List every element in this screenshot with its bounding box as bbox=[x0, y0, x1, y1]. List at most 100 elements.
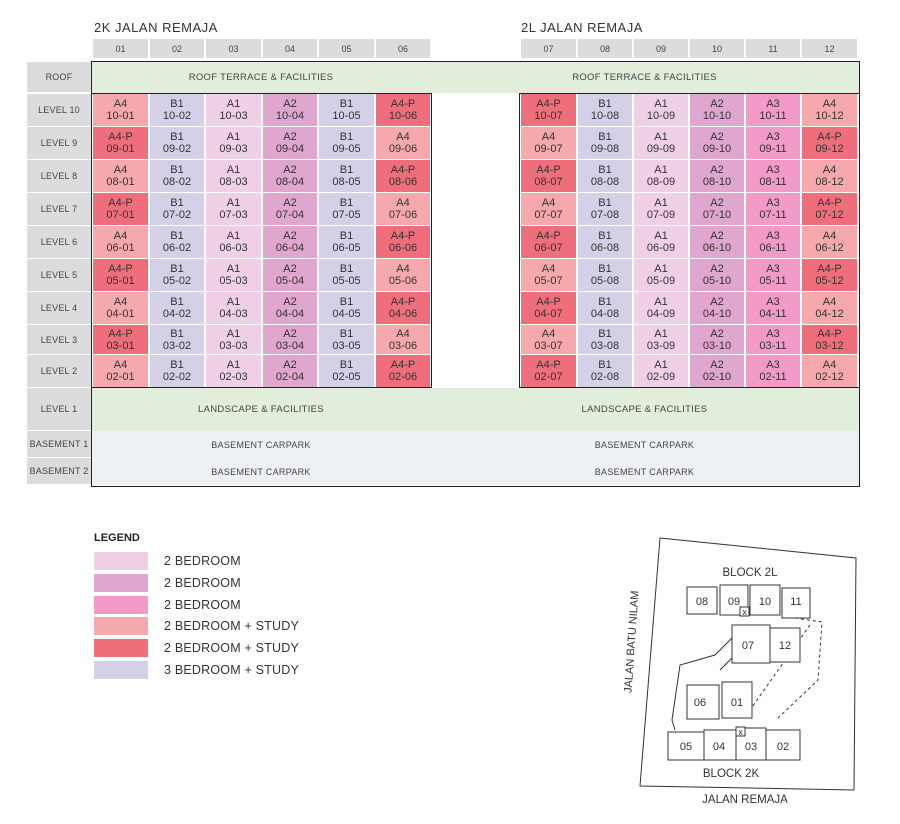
column-header-11: 11 bbox=[746, 39, 800, 58]
unit-type: A2 bbox=[283, 197, 297, 209]
unit-type: A1 bbox=[654, 327, 668, 340]
unit-number: 10-02 bbox=[162, 110, 192, 122]
unit-number: 06-07 bbox=[534, 242, 563, 254]
unit-cell-05-08: B1 05-08 bbox=[578, 259, 632, 291]
unit-number: 09-05 bbox=[332, 143, 361, 155]
unit-cell-03-01: A4-P 03-01 bbox=[93, 325, 148, 354]
unit-type: A3 bbox=[766, 359, 780, 371]
unit-type: B1 bbox=[598, 131, 612, 143]
unit-type: B1 bbox=[339, 359, 354, 371]
unit-type: A1 bbox=[654, 263, 668, 275]
level1-band-2l-label: LANDSCAPE & FACILITIES bbox=[581, 404, 708, 415]
unit-cell-03-12: A4-P 03-12 bbox=[802, 325, 857, 354]
unit-number: 10-08 bbox=[590, 110, 620, 122]
unit-type: B1 bbox=[170, 359, 184, 371]
unit-type: B1 bbox=[170, 131, 184, 143]
keyplan-unit-07: 07 bbox=[742, 640, 754, 652]
unit-number: 02-05 bbox=[332, 371, 361, 383]
unit-number: 06-11 bbox=[759, 242, 787, 254]
unit-number: 04-11 bbox=[759, 308, 787, 320]
keyplan-block-2l-label: BLOCK 2L bbox=[723, 567, 779, 579]
unit-number: 03-09 bbox=[646, 339, 676, 352]
unit-cell-04-10: A2 04-10 bbox=[690, 292, 744, 324]
keyplan-unit-08: 08 bbox=[696, 596, 708, 608]
unit-number: 02-11 bbox=[759, 371, 787, 383]
legend-label-a4: 2 BEDROOM + STUDY bbox=[164, 619, 300, 633]
unit-number: 09-01 bbox=[106, 143, 135, 155]
unit-cell-05-11: A3 05-11 bbox=[746, 259, 800, 291]
unit-number: 08-09 bbox=[646, 176, 676, 188]
unit-number: 10-12 bbox=[815, 110, 844, 122]
row-label-level-4: LEVEL 4 bbox=[27, 292, 91, 324]
unit-type: A1 bbox=[654, 296, 668, 308]
unit-cell-08-06: A4-P 08-06 bbox=[376, 160, 430, 192]
unit-type: B1 bbox=[598, 327, 612, 340]
legend-swatch-a4-p bbox=[94, 639, 148, 657]
unit-type: B1 bbox=[339, 327, 354, 340]
unit-type: A4-P bbox=[536, 164, 561, 176]
unit-number: 04-12 bbox=[815, 308, 844, 320]
unit-number: 02-07 bbox=[534, 371, 563, 383]
unit-cell-05-10: A2 05-10 bbox=[690, 259, 744, 291]
unit-cell-09-03: A1 09-03 bbox=[206, 127, 261, 159]
block-2k-title: 2K JALAN REMAJA bbox=[94, 20, 218, 35]
unit-number: 09-03 bbox=[219, 143, 248, 155]
unit-cell-03-07: A4 03-07 bbox=[521, 325, 576, 354]
unit-number: 07-05 bbox=[332, 209, 361, 221]
keyplan-block-2k-label: BLOCK 2K bbox=[703, 768, 760, 780]
unit-type: A2 bbox=[710, 230, 724, 242]
unit-number: 04-04 bbox=[275, 308, 305, 320]
basement1-band-2k: BASEMENT CARPARK bbox=[92, 431, 430, 458]
unit-number: 05-05 bbox=[332, 275, 361, 287]
basement2-band-2k-label: BASEMENT CARPARK bbox=[211, 466, 311, 477]
unit-number: 02-09 bbox=[646, 371, 676, 383]
unit-number: 08-08 bbox=[590, 176, 620, 188]
unit-cell-05-01: A4-P 05-01 bbox=[93, 259, 148, 291]
unit-cell-09-12: A4-P 09-12 bbox=[802, 127, 857, 159]
unit-cell-07-10: A2 07-10 bbox=[690, 193, 744, 225]
column-header-12: 12 bbox=[802, 39, 857, 58]
unit-cell-03-11: A3 03-11 bbox=[746, 325, 800, 354]
row-label-level-7: LEVEL 7 bbox=[27, 193, 91, 225]
unit-cell-08-08: B1 08-08 bbox=[578, 160, 632, 192]
keyplan-road-west-label: JALAN BATU NILAM bbox=[622, 590, 641, 693]
unit-type: A4-P bbox=[817, 327, 842, 340]
unit-number: 05-11 bbox=[759, 275, 787, 287]
unit-number: 06-04 bbox=[275, 242, 305, 254]
column-header-08: 08 bbox=[578, 39, 632, 58]
unit-cell-02-08: B1 02-08 bbox=[578, 355, 632, 387]
row-label-level-2: LEVEL 2 bbox=[27, 355, 91, 387]
unit-type: A4-P bbox=[390, 164, 416, 176]
unit-cell-02-03: A1 02-03 bbox=[206, 355, 261, 387]
unit-cell-10-09: A1 10-09 bbox=[634, 94, 688, 126]
legend-title: LEGEND bbox=[94, 532, 140, 544]
unit-cell-08-02: B1 08-02 bbox=[150, 160, 204, 192]
unit-type: A4 bbox=[541, 327, 556, 340]
unit-type: A2 bbox=[283, 296, 297, 308]
unit-cell-08-07: A4-P 08-07 bbox=[521, 160, 576, 192]
unit-type: A4 bbox=[822, 359, 837, 371]
unit-cell-06-04: A2 06-04 bbox=[263, 226, 317, 258]
unit-type: A4 bbox=[822, 98, 837, 110]
unit-type: A1 bbox=[654, 230, 668, 242]
unit-type: B1 bbox=[339, 263, 354, 275]
unit-number: 08-12 bbox=[815, 176, 844, 188]
unit-cell-07-02: B1 07-02 bbox=[150, 193, 204, 225]
unit-cell-03-09: A1 03-09 bbox=[634, 325, 688, 354]
unit-type: A2 bbox=[710, 131, 724, 143]
unit-cell-02-07: A4-P 02-07 bbox=[521, 355, 576, 387]
unit-number: 09-04 bbox=[275, 143, 305, 155]
unit-type: A1 bbox=[226, 98, 241, 110]
unit-number: 04-06 bbox=[388, 308, 418, 320]
legend-swatch-a4 bbox=[94, 617, 148, 635]
unit-cell-06-08: B1 06-08 bbox=[578, 226, 632, 258]
legend-swatch-a2 bbox=[94, 574, 148, 592]
unit-cell-09-08: B1 09-08 bbox=[578, 127, 632, 159]
unit-number: 09-08 bbox=[590, 143, 620, 155]
unit-type: A4-P bbox=[817, 197, 842, 209]
unit-type: A1 bbox=[226, 296, 241, 308]
unit-number: 05-08 bbox=[590, 275, 620, 287]
unit-type: A4-P bbox=[536, 296, 561, 308]
unit-type: A2 bbox=[283, 131, 297, 143]
unit-number: 02-02 bbox=[162, 371, 192, 383]
